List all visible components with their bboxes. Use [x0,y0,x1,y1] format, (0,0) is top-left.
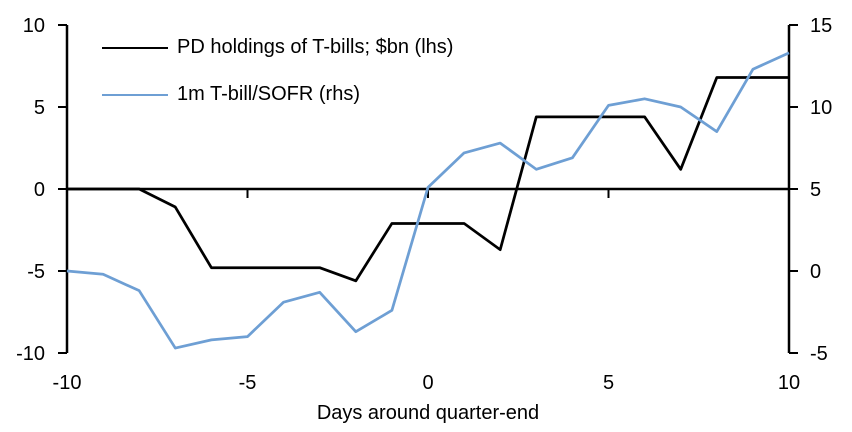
left-axis-tick-label: 10 [23,15,45,37]
legend-line-sample-tbill-sofr [102,93,168,96]
legend-line-sample-pd-holdings [102,46,168,49]
x-axis-tick-label: -5 [239,372,257,394]
x-axis-title: Days around quarter-end [317,402,539,424]
left-axis-tick-label: -10 [16,343,45,365]
right-axis-tick-label: -5 [810,343,828,365]
left-axis-tick-label: -5 [27,261,45,283]
legend-item-tbill-sofr: 1m T-bill/SOFR (rhs) [102,83,453,106]
series-line-pd-holdings [67,76,789,283]
x-axis-tick-label: 5 [603,372,614,394]
legend: PD holdings of T-bills; $bn (lhs) 1m T-b… [102,36,453,106]
right-axis-tick-label: 0 [810,261,821,283]
legend-label-pd-holdings: PD holdings of T-bills; $bn (lhs) [177,36,454,58]
x-axis-tick-label: 0 [422,372,433,394]
legend-item-pd-holdings: PD holdings of T-bills; $bn (lhs) [102,36,453,59]
legend-label-tbill-sofr: 1m T-bill/SOFR (rhs) [177,83,360,105]
series-line-tbill-sofr [66,51,790,350]
left-axis-tick-label: 5 [34,97,45,119]
right-axis-tick-label: 10 [810,97,832,119]
left-axis-tick-label: 0 [34,179,45,201]
right-axis-tick-label: 15 [810,15,832,37]
x-axis-tick-label: -10 [53,372,82,394]
right-axis-tick-label: 5 [810,179,821,201]
x-axis-tick-label: 10 [778,372,800,394]
